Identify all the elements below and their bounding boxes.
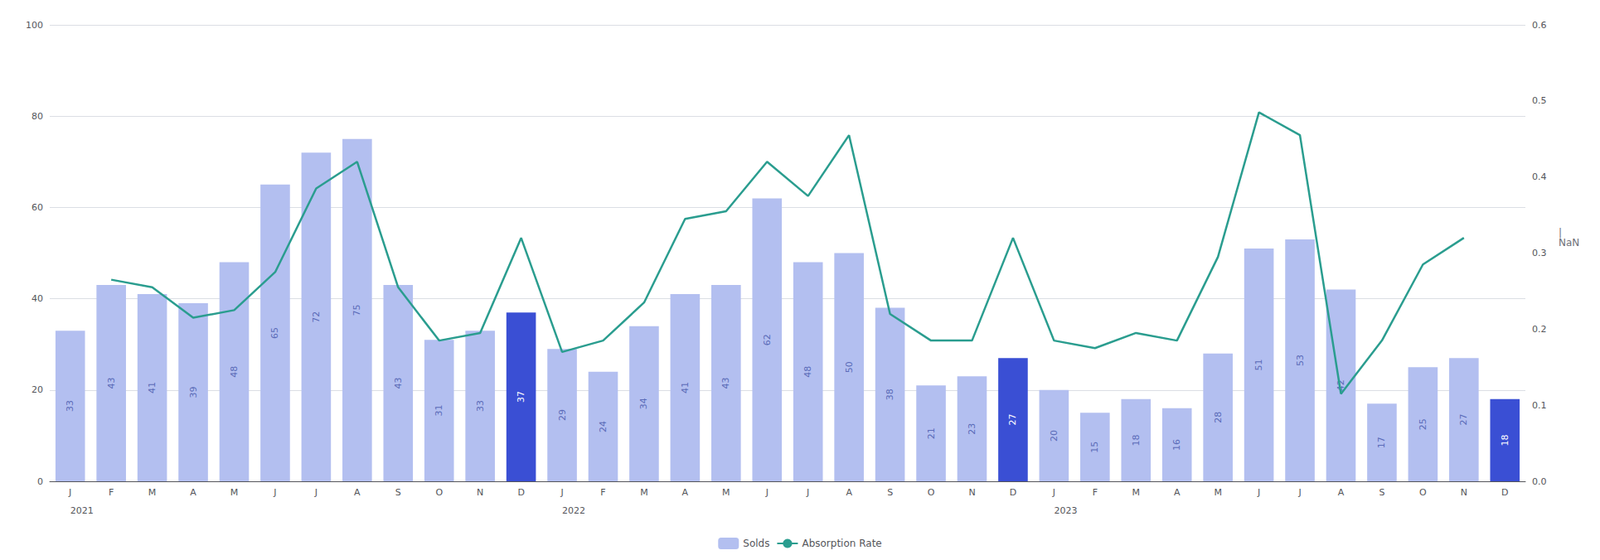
svg-text:23: 23: [966, 423, 978, 436]
svg-text:28: 28: [1212, 412, 1224, 424]
svg-text:17: 17: [1376, 436, 1387, 449]
svg-text:S: S: [887, 487, 893, 499]
svg-text:29: 29: [557, 409, 568, 422]
svg-text:21: 21: [926, 427, 937, 440]
svg-text:F: F: [108, 487, 114, 499]
svg-text:40: 40: [31, 293, 44, 305]
svg-text:15: 15: [1089, 441, 1101, 454]
svg-text:41: 41: [679, 382, 691, 394]
svg-text:D: D: [1009, 487, 1017, 499]
svg-text:16: 16: [1171, 439, 1183, 451]
svg-text:0.6: 0.6: [1532, 19, 1547, 31]
svg-text:J: J: [1052, 487, 1056, 499]
svg-text:0.0: 0.0: [1532, 476, 1547, 488]
svg-text:0.5: 0.5: [1532, 95, 1547, 107]
svg-text:A: A: [1338, 487, 1345, 499]
svg-text:2022: 2022: [562, 505, 586, 517]
svg-text:37: 37: [515, 391, 527, 403]
svg-text:M: M: [230, 487, 239, 499]
svg-text:43: 43: [720, 378, 732, 390]
svg-text:27: 27: [1458, 414, 1470, 427]
svg-text:0: 0: [37, 476, 44, 488]
svg-text:24: 24: [597, 421, 609, 433]
svg-text:A: A: [353, 487, 361, 499]
svg-text:50: 50: [843, 361, 855, 374]
svg-text:53: 53: [1294, 354, 1306, 367]
svg-text:J: J: [559, 487, 563, 499]
svg-text:41: 41: [146, 382, 158, 394]
svg-text:A: A: [1173, 487, 1181, 499]
svg-text:O: O: [435, 487, 443, 499]
svg-text:75: 75: [351, 304, 363, 316]
svg-text:62: 62: [761, 334, 773, 346]
svg-text:51: 51: [1253, 358, 1265, 371]
svg-text:M: M: [1213, 487, 1222, 499]
svg-text:NaN: NaN: [1558, 237, 1580, 249]
svg-text:F: F: [1092, 487, 1098, 499]
svg-text:31: 31: [433, 405, 445, 417]
svg-text:N: N: [476, 487, 484, 499]
svg-text:33: 33: [64, 400, 76, 413]
svg-text:43: 43: [392, 378, 404, 390]
svg-text:O: O: [1419, 487, 1427, 499]
svg-text:18: 18: [1130, 434, 1142, 447]
svg-text:M: M: [722, 487, 731, 499]
svg-text:M: M: [1132, 487, 1141, 499]
svg-text:2023: 2023: [1053, 505, 1077, 517]
svg-text:Absorption Rate: Absorption Rate: [801, 538, 882, 550]
svg-text:N: N: [1460, 487, 1468, 499]
svg-text:18: 18: [1499, 434, 1511, 447]
svg-text:48: 48: [802, 366, 814, 379]
svg-text:25: 25: [1417, 418, 1429, 431]
svg-text:S: S: [1378, 487, 1385, 499]
svg-text:F: F: [600, 487, 606, 499]
svg-text:0.3: 0.3: [1532, 247, 1547, 259]
svg-text:J: J: [1297, 487, 1301, 499]
svg-text:J: J: [67, 487, 72, 499]
svg-text:42: 42: [1335, 379, 1347, 392]
svg-text:100: 100: [25, 19, 44, 31]
svg-text:A: A: [682, 487, 689, 499]
svg-text:0.1: 0.1: [1532, 400, 1547, 412]
svg-text:Solds: Solds: [742, 538, 770, 550]
svg-text:J: J: [765, 487, 769, 499]
svg-text:43: 43: [106, 378, 117, 390]
svg-text:0.2: 0.2: [1532, 324, 1547, 335]
svg-text:M: M: [148, 487, 157, 499]
svg-text:A: A: [189, 487, 197, 499]
svg-text:65: 65: [269, 327, 281, 340]
svg-text:D: D: [1501, 487, 1508, 499]
svg-text:72: 72: [310, 311, 322, 324]
svg-text:80: 80: [31, 111, 44, 122]
svg-text:S: S: [395, 487, 402, 499]
svg-text:48: 48: [228, 366, 240, 379]
svg-text:J: J: [272, 487, 277, 499]
svg-text:2021: 2021: [70, 505, 94, 517]
svg-text:20: 20: [1048, 430, 1060, 442]
svg-text:20: 20: [31, 384, 44, 396]
svg-text:D: D: [517, 487, 524, 499]
svg-text:N: N: [968, 487, 975, 499]
svg-text:33: 33: [475, 400, 486, 413]
svg-text:38: 38: [884, 388, 896, 401]
svg-text:0.4: 0.4: [1532, 171, 1547, 183]
svg-text:M: M: [640, 487, 649, 499]
svg-text:60: 60: [31, 202, 44, 214]
svg-text:34: 34: [638, 397, 650, 410]
svg-text:39: 39: [188, 387, 199, 399]
svg-text:O: O: [927, 487, 936, 499]
svg-text:J: J: [314, 487, 318, 499]
svg-text:27: 27: [1007, 414, 1019, 427]
svg-text:J: J: [805, 487, 810, 499]
svg-text:J: J: [1256, 487, 1261, 499]
svg-text:A: A: [845, 487, 853, 499]
